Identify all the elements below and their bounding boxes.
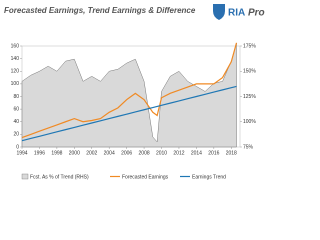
logo-shield [213,4,225,20]
y2-tick-label: 125% [243,94,256,100]
x-tick-label: 2016 [208,150,219,156]
line [21,42,238,139]
y-tick-label: 160 [11,43,20,49]
x-tick-label: 2006 [121,150,132,156]
x-tick-label: 2012 [173,150,184,156]
legend-swatch [21,173,29,180]
legend-label: Forecasted Earnings [122,174,169,180]
x-tick-label: 1998 [51,150,62,156]
x-tick-label: 2000 [69,150,80,156]
line [21,85,237,142]
y-tick-label: 80 [13,94,19,100]
y-tick-label: 20 [13,132,19,138]
x-tick-label: 2018 [226,150,237,156]
y-tick-label: 0 [16,144,19,150]
x-tick-label: 2004 [104,150,115,156]
x-tick-label: 1994 [16,150,27,156]
x-tick-label: 2002 [86,150,97,156]
x-tick-label: 1996 [34,150,45,156]
y-tick-label: 40 [13,119,19,125]
x-tick-label: 2010 [156,150,167,156]
chart: Forecasted Earnings, Trend Earnings & Di… [4,4,265,180]
x-tick-label: 2008 [139,150,150,156]
logo-text: Pro [248,8,265,19]
y2-tick-label: 150% [243,69,256,75]
y2-tick-label: 175% [243,43,256,49]
legend-label: Fcst. As % of Trend (RHS) [30,174,89,180]
y-tick-label: 140 [11,56,20,62]
logo-text: RIA [228,8,245,19]
y2-tick-label: 75% [243,144,254,150]
y-tick-label: 60 [13,106,19,112]
y2-tick-label: 100% [243,119,256,125]
legend-label: Earnings Trend [192,174,226,180]
y-tick-label: 120 [11,69,20,75]
chart-title: Forecasted Earnings, Trend Earnings & Di… [4,6,196,15]
y-tick-label: 100 [11,81,20,87]
x-tick-label: 2014 [191,150,202,156]
